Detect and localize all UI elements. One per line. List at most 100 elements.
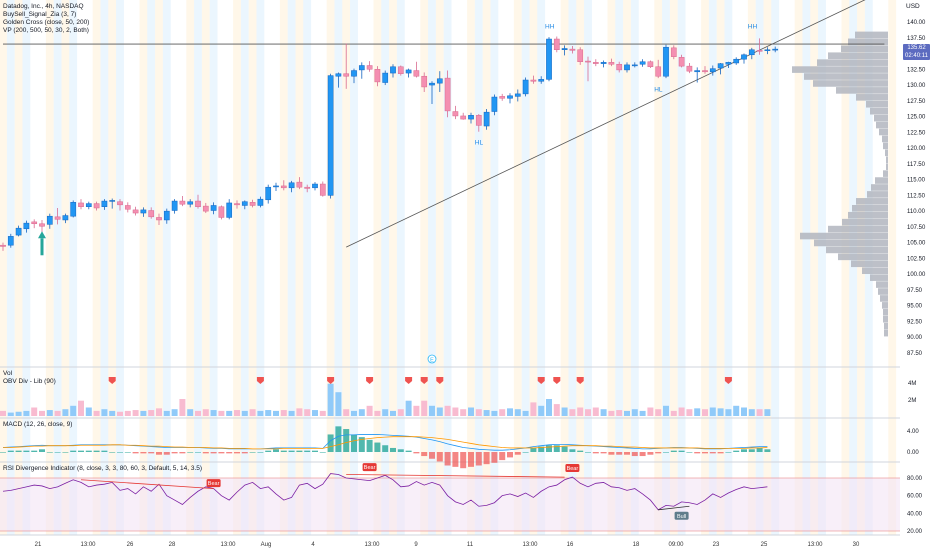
volume-profile-bar	[883, 170, 888, 177]
price-tick-label: 100.00	[907, 272, 926, 278]
volume-bar	[319, 410, 326, 416]
price-tick-label: 120.00	[907, 146, 926, 152]
volume-profile-bar	[862, 267, 888, 275]
volume-bar	[15, 411, 22, 416]
session-band	[420, 0, 429, 535]
candle-body	[647, 61, 654, 68]
obv-div-title[interactable]: OBV Div - Lib (90)	[3, 378, 56, 385]
chart-title: Datadog, Inc., 4h, NASDAQ	[3, 3, 84, 10]
price-tick-label: 130.00	[907, 83, 926, 89]
volume-bar	[624, 410, 630, 416]
volume-profile-bar	[878, 288, 888, 295]
volume-bar	[382, 409, 389, 416]
macd-hist-bar	[319, 452, 326, 453]
volume-bar	[273, 410, 279, 416]
candle-body	[319, 183, 326, 196]
candle-body	[218, 206, 225, 218]
macd-hist-bar	[748, 449, 755, 452]
volume-bar	[358, 409, 365, 416]
macd-hist-bar	[148, 452, 155, 454]
volume-profile-bar	[855, 31, 888, 39]
session-band	[607, 0, 616, 535]
rsi-divergence-label: Bear	[208, 481, 220, 487]
macd-hist-bar	[639, 452, 646, 457]
candle-body	[694, 70, 701, 73]
macd-hist-bar	[585, 452, 591, 453]
session-band	[162, 0, 171, 535]
macd-hist-bar	[709, 452, 716, 454]
session-band	[428, 0, 436, 535]
candle-body	[62, 215, 69, 221]
volume-profile-bar	[828, 52, 888, 60]
macd-hist-bar	[624, 452, 630, 455]
candle-body	[296, 181, 303, 188]
candle-body	[249, 202, 256, 206]
macd-hist-bar	[413, 452, 420, 454]
candle-body	[202, 205, 209, 212]
volume-bar	[374, 410, 381, 416]
candle-body	[23, 222, 30, 230]
session-band	[810, 0, 819, 535]
rsi-line	[2, 473, 768, 511]
candle-body	[709, 68, 716, 73]
volume-pane-title[interactable]: Vol	[3, 370, 13, 377]
indicator-legend-volume-profile[interactable]: VP (200, 500, 50, 30, 2, Both)	[3, 27, 89, 34]
macd-hist-bar	[54, 452, 61, 453]
time-tick-label: 13:00	[807, 542, 823, 548]
rsi-divergence-label: Bull	[677, 514, 686, 520]
candle-body	[631, 64, 638, 67]
macd-hist-bar	[592, 452, 599, 454]
candle-body	[436, 78, 443, 84]
candle-body	[577, 49, 584, 62]
indicator-legend-golden-cross[interactable]: Golden Cross (close, 50, 200)	[3, 19, 90, 26]
candle-body	[46, 215, 53, 225]
volume-bar	[343, 409, 350, 416]
macd-pane-title[interactable]: MACD (12, 26, close, 9)	[3, 421, 73, 428]
macd-hist-bar	[124, 452, 131, 453]
candle-body	[265, 186, 272, 201]
macd-tick-label: 0.00	[907, 450, 919, 456]
macd-hist-bar	[678, 450, 685, 452]
pattern-label: HH	[748, 23, 758, 30]
macd-hist-bar	[249, 452, 256, 453]
pattern-label: HH	[545, 23, 555, 30]
rsi-pane-title[interactable]: RSI Divergence Indicator (8, close, 3, 3…	[3, 465, 203, 472]
macd-hist-bar	[436, 452, 443, 462]
session-band	[802, 0, 811, 535]
macd-hist-bar	[163, 452, 170, 455]
macd-hist-bar	[93, 450, 100, 452]
candle-body	[405, 69, 412, 74]
price-tick-label: 110.00	[907, 209, 926, 215]
volume-bar	[234, 410, 240, 416]
volume-bar	[296, 408, 303, 416]
session-band	[513, 0, 522, 535]
candle-body	[273, 185, 279, 188]
session-band	[771, 0, 780, 535]
macd-hist-bar	[733, 450, 740, 452]
candle-body	[210, 205, 217, 211]
time-tick-label: 11	[467, 542, 474, 548]
macd-hist-bar	[530, 447, 537, 452]
earnings-marker-label: E	[430, 358, 434, 364]
macd-hist-bar	[429, 452, 435, 459]
macd-hist-bar	[686, 452, 693, 453]
volume-bar	[226, 410, 233, 416]
session-band	[724, 0, 733, 535]
session-band	[755, 0, 764, 535]
candle-body	[374, 69, 381, 83]
indicator-legend-buysell[interactable]: BuySell_Signal_Zia (3, 7)	[3, 11, 77, 18]
volume-profile-bar	[866, 100, 888, 108]
macd-hist-bar	[187, 452, 194, 453]
obv-bear-marker	[108, 377, 116, 384]
candle-body	[148, 210, 155, 218]
macd-hist-bar	[663, 452, 669, 453]
session-band	[716, 0, 725, 535]
candle-body	[39, 223, 45, 227]
volume-bar	[663, 405, 669, 416]
volume-bar	[265, 410, 272, 416]
candle-body	[522, 79, 529, 95]
candle-body	[655, 66, 662, 77]
macd-hist-bar	[764, 449, 771, 452]
time-tick-label: 16	[567, 542, 574, 548]
